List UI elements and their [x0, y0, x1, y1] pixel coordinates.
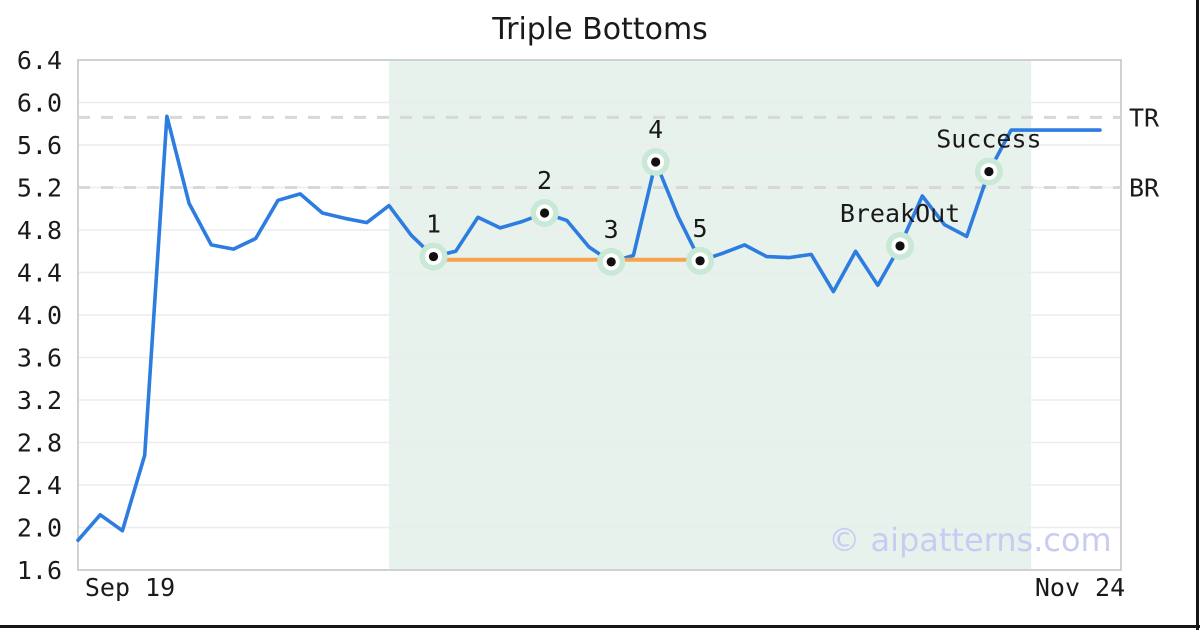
- annotation-label-BreakOut: BreakOut: [840, 199, 960, 228]
- annotation-label-3: 3: [604, 215, 619, 244]
- y-tick-label: 6.4: [17, 46, 62, 75]
- price-line: [76, 114, 1102, 543]
- y-tick-label: 4.8: [17, 216, 62, 245]
- marker-dot-Success: [984, 166, 994, 177]
- x-tick-label: Sep 19: [85, 573, 175, 602]
- y-tick-label: 2.0: [17, 514, 62, 543]
- right-frame-bar: [1196, 0, 1199, 630]
- marker-dot-5: [695, 256, 705, 266]
- marker-dot-4: [651, 157, 661, 167]
- y-tick-label: 3.2: [17, 386, 62, 415]
- marker-dot-2: [539, 208, 550, 218]
- y-tick-label: 4.0: [17, 301, 62, 330]
- watermark: © aipatterns.com: [828, 521, 1112, 559]
- level-label-BR: BR: [1129, 174, 1160, 203]
- marker-dot-3: [606, 257, 616, 267]
- y-tick-label: 5.2: [17, 174, 62, 203]
- annotation-label-Success: Success: [936, 125, 1041, 154]
- x-tick-label: Nov 24: [1035, 573, 1125, 602]
- y-tick-label: 6.0: [17, 89, 62, 118]
- annotation-label-4: 4: [648, 115, 663, 144]
- marker-dot-1: [428, 251, 439, 262]
- y-tick-label: 2.4: [17, 471, 62, 500]
- level-label-TR: TR: [1129, 103, 1160, 132]
- annotation-label-5: 5: [693, 214, 708, 243]
- annotation-label-1: 1: [426, 210, 441, 239]
- y-tick-label: 2.8: [17, 429, 62, 458]
- bottom-frame-bar: [0, 625, 1200, 628]
- y-tick-label: 4.4: [17, 259, 62, 288]
- y-tick-label: 5.6: [17, 131, 62, 160]
- y-tick-label: 3.6: [17, 344, 62, 373]
- chart-title: Triple Bottoms: [492, 12, 708, 47]
- annotation-label-2: 2: [537, 166, 552, 195]
- y-tick-label: 1.6: [17, 556, 62, 585]
- marker-dot-BreakOut: [895, 241, 905, 251]
- plot-border: [77, 59, 1122, 571]
